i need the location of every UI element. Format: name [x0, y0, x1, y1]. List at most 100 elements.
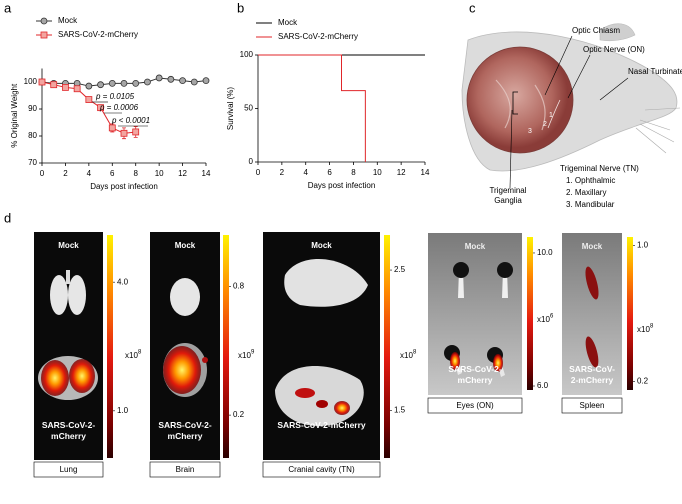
caption-box	[427, 397, 523, 414]
signal	[295, 388, 315, 398]
colorbar-scale: x10	[400, 351, 413, 360]
image-panel	[34, 232, 103, 460]
data-point	[73, 85, 81, 93]
y-tick-label: 100	[24, 77, 38, 86]
diagram-number: 1	[549, 112, 553, 119]
colorbar-scale: x10	[537, 315, 550, 324]
caption: Brain	[176, 465, 195, 474]
signal	[334, 401, 350, 415]
x-tick-label: 4	[87, 169, 92, 178]
y-tick-label: 100	[240, 50, 254, 59]
x-axis-label: Days post infection	[90, 182, 158, 191]
legend-label: Mock	[278, 18, 298, 27]
signal	[69, 359, 95, 393]
diagram-label: 2. Maxillary	[566, 188, 606, 197]
data-point	[97, 104, 104, 112]
colorbar	[627, 237, 633, 390]
infected-label: SARS-CoV-2-mCherry	[277, 420, 366, 430]
colorbar-tick-label: 0.8	[233, 282, 245, 291]
organ	[50, 275, 68, 315]
infected-label: SARS-CoV-2-mCherry	[158, 420, 212, 441]
organ	[585, 336, 599, 368]
data-point	[120, 79, 128, 87]
y-axis-label: % Original Weight	[10, 83, 19, 148]
annotation: p = 0.0006	[99, 103, 139, 112]
diagram-label: 1. Ophthalmic	[566, 176, 615, 185]
data-point	[202, 77, 210, 85]
x-tick-label: 12	[397, 168, 406, 177]
caption-box	[561, 397, 623, 414]
diagram-number: 3	[528, 128, 532, 135]
x-tick-label: 10	[373, 168, 382, 177]
colorbar-scale-exponent: 9	[251, 350, 255, 356]
diagram-number: 2	[543, 121, 547, 128]
mouse-head-schematic	[461, 23, 681, 189]
data-point	[155, 74, 163, 82]
panel-label: a	[4, 0, 12, 15]
y-tick-label: 70	[28, 158, 37, 167]
organ	[284, 258, 368, 307]
diagram-label: 3. Mandibular	[566, 200, 615, 209]
legend-label: SARS-CoV-2-mCherry	[58, 30, 138, 39]
y-tick-label: 0	[249, 157, 254, 166]
y-tick-label: 90	[28, 104, 37, 113]
data-point	[97, 81, 104, 89]
x-tick-label: 10	[155, 169, 164, 178]
colorbar-scale: x10	[637, 325, 650, 334]
diagram-label: Trigeminal Nerve (TN)	[560, 164, 639, 173]
panel-label: b	[237, 0, 244, 15]
data-point	[50, 81, 58, 89]
signal	[41, 360, 69, 396]
x-tick-label: 14	[202, 169, 211, 178]
colorbar	[384, 235, 390, 458]
y-axis-label: Survival (%)	[226, 87, 235, 130]
mock-label: Mock	[582, 242, 603, 251]
image-panel	[562, 233, 622, 395]
signal	[316, 400, 328, 408]
organ	[66, 270, 70, 284]
annotation: p < 0.0001	[111, 116, 150, 125]
data-point	[108, 79, 116, 87]
legend-label: Mock	[58, 16, 78, 25]
data-point	[179, 77, 186, 85]
image-panel	[263, 232, 380, 460]
signal	[450, 352, 460, 370]
organ	[497, 262, 513, 278]
infected-label: SARS-CoV-2-mCherry	[569, 364, 615, 385]
data-point	[85, 82, 93, 90]
diagram-label: Trigeminal Ganglia	[489, 186, 527, 205]
signal	[163, 346, 201, 394]
x-tick-label: 0	[256, 168, 261, 177]
caption: Cranial cavity (TN)	[288, 465, 355, 474]
panel-label: d	[4, 210, 11, 225]
x-axis-label: Days post infection	[308, 181, 376, 190]
series-line	[258, 54, 366, 162]
legend-label: SARS-CoV-2-mCherry	[278, 32, 358, 41]
caption-box	[33, 461, 104, 478]
colorbar-scale-exponent: 6	[550, 314, 554, 320]
data-point	[38, 78, 46, 86]
colorbar-tick-label: 10.0	[537, 248, 553, 257]
diagram-label: Optic Nerve (ON)	[583, 45, 645, 54]
legend-marker	[40, 31, 48, 39]
colorbar-scale: x10	[238, 351, 251, 360]
colorbar-tick-label: 4.0	[117, 277, 129, 286]
y-tick-label: 80	[28, 131, 37, 140]
x-tick-label: 4	[303, 168, 308, 177]
organ	[585, 266, 599, 300]
colorbar-tick-label: 0.2	[233, 410, 245, 419]
caption: Spleen	[580, 401, 605, 410]
signal	[493, 354, 503, 372]
colorbar-scale-exponent: 8	[650, 324, 654, 330]
colorbar	[107, 235, 113, 458]
x-tick-label: 0	[40, 169, 45, 178]
mock-label: Mock	[311, 241, 332, 250]
organ	[68, 275, 86, 315]
infected-label-box: SARS-CoV-2-mCherry	[448, 364, 502, 385]
infected-label: SARS-CoV-2-mCherry	[448, 364, 502, 385]
data-point	[108, 124, 116, 132]
legend-marker	[40, 17, 48, 25]
colorbar	[527, 237, 533, 390]
colorbar-tick-label: 2.5	[394, 265, 406, 274]
